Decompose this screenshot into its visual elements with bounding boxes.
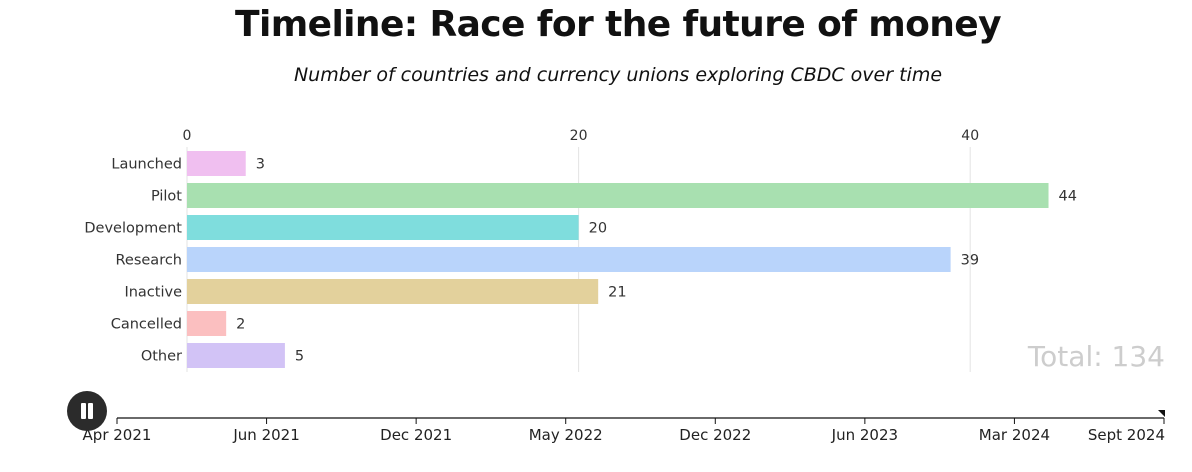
x-tick-label: 0: [183, 128, 192, 144]
data-label: 39: [961, 253, 979, 269]
data-label: 2: [236, 317, 245, 333]
data-label: 44: [1059, 189, 1077, 205]
category-label: Development: [84, 221, 182, 237]
bar: [187, 151, 246, 176]
timeline-handle[interactable]: [1158, 410, 1165, 417]
timeline-tick-label: Apr 2021: [83, 426, 152, 444]
bar: [187, 343, 285, 368]
bar: [187, 183, 1049, 208]
bar: [187, 311, 227, 336]
timeline-tick-label: May 2022: [529, 426, 603, 444]
chart-title: Timeline: Race for the future of money: [235, 4, 1002, 45]
bar: [187, 215, 579, 240]
pause-icon-bar: [88, 403, 93, 419]
pause-icon: [81, 403, 86, 419]
timeline-tick-label: Jun 2021: [232, 426, 299, 444]
category-label: Research: [115, 253, 182, 269]
data-label: 3: [256, 157, 265, 173]
x-tick-label: 40: [961, 128, 979, 144]
data-label: 20: [589, 221, 607, 237]
category-label: Cancelled: [111, 317, 182, 333]
category-label: Other: [141, 349, 182, 365]
timeline-tick-label: Dec 2022: [679, 426, 751, 444]
data-label: 21: [608, 285, 626, 301]
timeline-tick-label: Mar 2024: [979, 426, 1050, 444]
category-label: Pilot: [151, 189, 182, 205]
category-label: Inactive: [124, 285, 182, 301]
timeline-tick-label: Sept 2024: [1088, 426, 1165, 444]
category-label: Launched: [111, 157, 182, 173]
x-tick-label: 20: [570, 128, 588, 144]
chart-subtitle: Number of countries and currency unions …: [293, 64, 943, 86]
data-label: 5: [295, 349, 304, 365]
timeline-tick-label: Jun 2023: [831, 426, 898, 444]
bar: [187, 247, 951, 272]
total-label: Total: 134: [1027, 340, 1165, 373]
timeline-tick-label: Dec 2021: [380, 426, 452, 444]
bar: [187, 279, 599, 304]
pause-button[interactable]: [67, 391, 107, 431]
